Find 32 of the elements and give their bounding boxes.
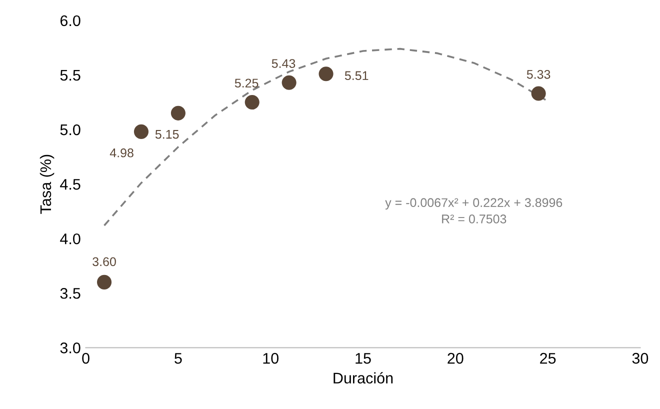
x-tick-label: 20 [448, 352, 464, 364]
data-label: 5.15 [155, 130, 179, 139]
y-axis-title: Tasa (%) [40, 154, 54, 214]
data-label: 5.33 [526, 70, 550, 79]
x-tick-label: 25 [540, 352, 556, 364]
x-tick-label: 10 [263, 352, 278, 364]
y-tick-label: 4.0 [60, 233, 80, 244]
point [96, 274, 112, 290]
y-tick-label: 5.0 [60, 124, 80, 136]
data-label: 5.25 [234, 78, 258, 88]
point [244, 94, 260, 110]
annotation: y = -0.0067x² + 0.222x + 3.8996 [385, 198, 562, 210]
x-tick-label: 5 [174, 353, 182, 364]
point [531, 86, 546, 101]
y-tick-label: 3.5 [60, 288, 80, 299]
x-tick-label: 15 [356, 353, 371, 364]
y-tick-label: 4.5 [60, 179, 80, 190]
y-tick-label: 6.0 [60, 15, 80, 26]
x-axis-title: Duración [334, 372, 393, 384]
data-label: 5.51 [344, 71, 368, 80]
point [318, 66, 334, 82]
annotation: R² = 0.7503 [442, 214, 506, 224]
y-tick-label: 5.5 [60, 70, 80, 81]
data-label: 3.60 [92, 257, 116, 266]
point [282, 75, 296, 90]
x-tick-label: 30 [632, 352, 648, 364]
data-label: 4.98 [110, 148, 134, 158]
data-label: 5.43 [272, 59, 296, 68]
point [134, 124, 149, 139]
y-tick-label: 3.0 [60, 342, 80, 354]
point [170, 106, 186, 120]
x-tick-label: 0 [82, 352, 90, 364]
